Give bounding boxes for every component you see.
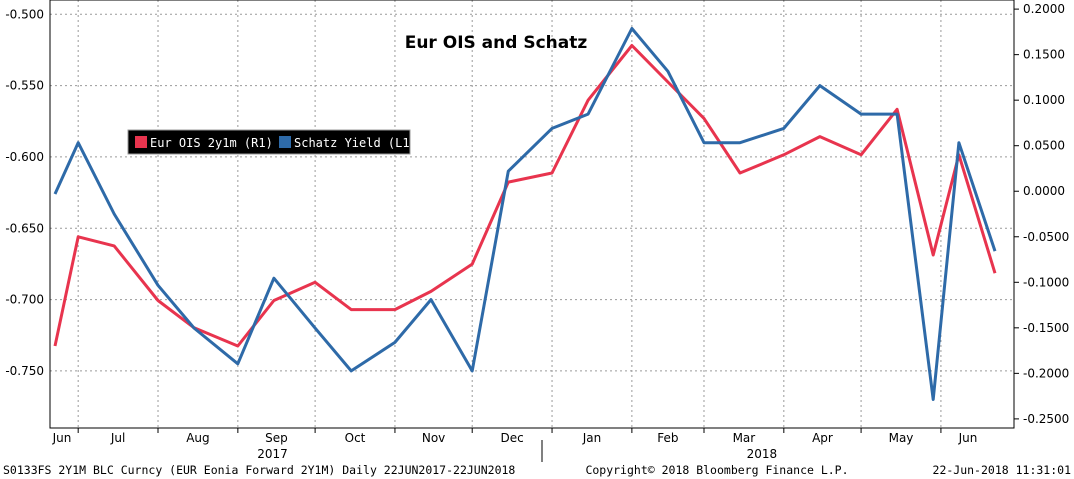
x-axis: Jun Jul Aug Sep Oct Nov Dec Jan Feb Mar Apr May Jun 2… xyxy=(52,428,978,461)
right-tick-label: 0.2000 xyxy=(1023,2,1065,16)
left-tick-label: -0.500 xyxy=(5,7,44,21)
right-tick-label: -0.0500 xyxy=(1023,230,1069,244)
right-tick-label: -0.1000 xyxy=(1023,275,1069,289)
chart-title: Eur OIS and Schatz xyxy=(405,33,588,53)
x-tick-label: Apr xyxy=(812,431,833,445)
x-tick-label: Mar xyxy=(733,431,756,445)
x-tick-label: Sep xyxy=(265,431,288,445)
legend-box xyxy=(127,129,411,155)
legend-swatch-ois xyxy=(135,136,147,148)
right-tick-label: -0.2500 xyxy=(1023,412,1069,426)
x-tick-label: Oct xyxy=(345,431,366,445)
series-line-schatz xyxy=(53,27,997,401)
footer-timestamp: 22-Jun-2018 11:31:01 xyxy=(933,463,1072,477)
right-tick-label: 0.0000 xyxy=(1023,184,1065,198)
legend-label-schatz: Schatz Yield (L1) xyxy=(294,136,417,150)
left-tick-label: -0.700 xyxy=(5,293,44,307)
legend-label-ois: Eur OIS 2y1m (R1) xyxy=(150,136,273,150)
series-line-ois xyxy=(53,44,997,348)
right-tick-label: 0.0500 xyxy=(1023,139,1065,153)
left-axis: -0.500 -0.550 -0.600 -0.650 -0.700 -0.750 xyxy=(5,7,44,378)
left-tick-label: -0.750 xyxy=(5,364,44,378)
grid xyxy=(50,0,1014,428)
x-tick-label: May xyxy=(889,431,914,445)
left-tick-label: -0.650 xyxy=(5,221,44,235)
legend: Eur OIS 2y1m (R1) Schatz Yield (L1) xyxy=(127,129,417,155)
x-tick-label: Jan xyxy=(582,431,602,445)
x-tick-label: Jun xyxy=(958,431,978,445)
right-tick-label: -0.2000 xyxy=(1023,366,1069,380)
x-tick-label: Dec xyxy=(501,431,524,445)
footer-copyright: Copyright© 2018 Bloomberg Finance L.P. xyxy=(585,463,848,477)
right-tick-label: -0.1500 xyxy=(1023,321,1069,335)
x-tick-label: Aug xyxy=(186,431,209,445)
left-tick-label: -0.600 xyxy=(5,150,44,164)
right-axis: 0.2000 0.1500 0.1000 0.0500 0.0000 -0.0500 -0.… xyxy=(1014,2,1069,426)
year-label-2018: 2018 xyxy=(747,447,778,461)
x-tick-label: Nov xyxy=(422,431,445,445)
x-tick-label: Jun xyxy=(52,431,72,445)
x-tick-label: Jul xyxy=(110,431,125,445)
plot-frame xyxy=(49,0,1015,429)
left-tick-label: -0.550 xyxy=(5,79,44,93)
legend-swatch-schatz xyxy=(279,136,291,148)
right-tick-label: 0.1000 xyxy=(1023,93,1065,107)
series-lines xyxy=(53,27,997,401)
footer-source: S0133FS 2Y1M BLC Curncy (EUR Eonia Forwa… xyxy=(3,463,515,477)
year-label-2017: 2017 xyxy=(257,447,288,461)
x-tick-label: Feb xyxy=(657,431,678,445)
right-tick-label: 0.1500 xyxy=(1023,48,1065,62)
